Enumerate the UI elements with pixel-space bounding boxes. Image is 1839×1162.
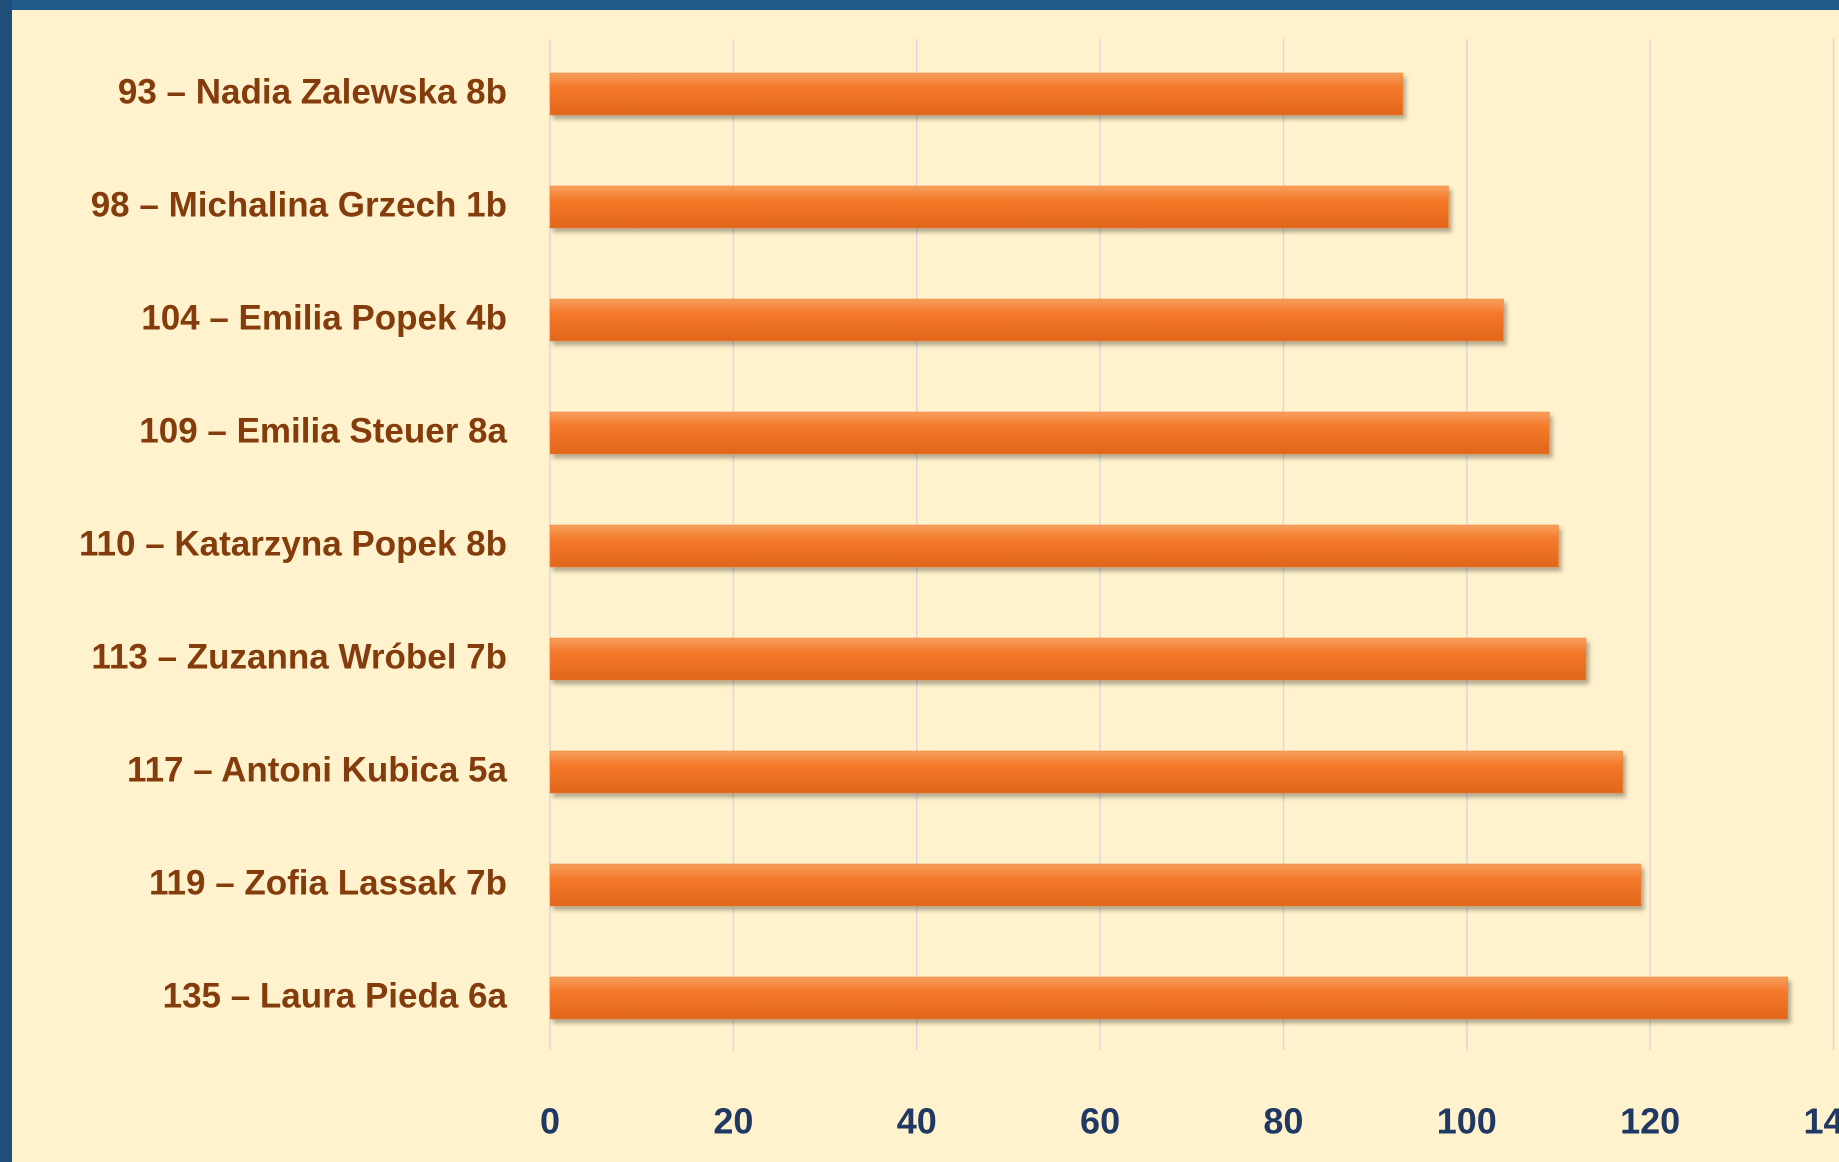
y-tick-label: 117 – Antoni Kubica 5a bbox=[127, 750, 507, 789]
y-tick-label: 110 – Katarzyna Popek 8b bbox=[79, 524, 507, 563]
y-tick-label: 113 – Zuzanna Wróbel 7b bbox=[91, 637, 507, 676]
bar bbox=[549, 524, 1559, 568]
bar bbox=[549, 185, 1449, 229]
x-tick-label: 140 bbox=[1803, 1101, 1839, 1142]
y-tick-label: 93 – Nadia Zalewska 8b bbox=[118, 72, 507, 111]
x-tick-label: 20 bbox=[713, 1101, 753, 1142]
bar bbox=[549, 298, 1504, 342]
y-tick-label: 98 – Michalina Grzech 1b bbox=[91, 185, 507, 224]
bar bbox=[549, 750, 1623, 794]
y-tick-label: 119 – Zofia Lassak 7b bbox=[149, 863, 507, 902]
frame-top bbox=[0, 0, 1839, 10]
x-tick-label: 120 bbox=[1620, 1101, 1680, 1142]
x-tick-label: 80 bbox=[1263, 1101, 1303, 1142]
bar bbox=[549, 863, 1642, 907]
x-tick-label: 0 bbox=[540, 1101, 560, 1142]
frame-left bbox=[0, 0, 12, 1162]
y-tick-label: 135 – Laura Pieda 6a bbox=[163, 976, 508, 1015]
bar bbox=[549, 72, 1403, 116]
bar bbox=[549, 637, 1587, 681]
x-tick-label: 60 bbox=[1080, 1101, 1120, 1142]
y-tick-label: 109 – Emilia Steuer 8a bbox=[139, 411, 507, 450]
bar bbox=[549, 411, 1550, 455]
x-tick-label: 40 bbox=[897, 1101, 937, 1142]
y-tick-label: 104 – Emilia Popek 4b bbox=[141, 298, 507, 337]
x-tick-label: 100 bbox=[1437, 1101, 1497, 1142]
bar bbox=[549, 976, 1788, 1020]
